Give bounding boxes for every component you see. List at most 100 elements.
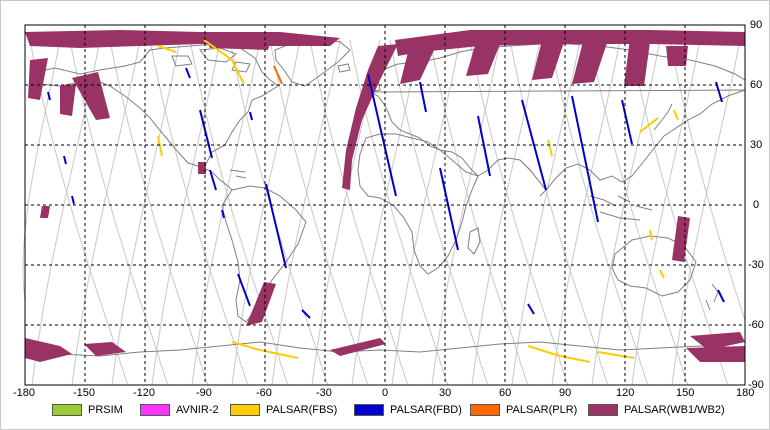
fbd-track <box>439 167 459 251</box>
fbs-track <box>673 109 679 121</box>
wb-swath <box>40 206 50 218</box>
lat-tick: 0 <box>753 199 760 211</box>
eurasia-coast <box>365 43 746 87</box>
legend-item-palsar-wb: PALSAR(WB1/WB2) <box>588 404 725 416</box>
legend-label: PALSAR(PLR) <box>506 404 578 416</box>
lon-tick: -60 <box>256 387 272 399</box>
australia-coast <box>611 235 697 297</box>
fbs-track <box>203 39 245 85</box>
lat-tick: 90 <box>750 19 763 31</box>
legend-item-palsar-fbs: PALSAR(FBS) <box>230 404 337 416</box>
wb-swath <box>666 46 688 66</box>
wb-swath <box>246 282 276 326</box>
lon-tick: -120 <box>133 387 156 399</box>
lon-tick: 0 <box>382 387 389 399</box>
wb-swath <box>690 332 745 350</box>
legend: PRSIM AVNIR-2 PALSAR(FBS) PALSAR(FBD) PA… <box>0 400 770 422</box>
orbit-tracks <box>22 39 746 386</box>
wb-swath <box>395 30 745 56</box>
wb-swath <box>28 58 48 100</box>
fbs-track <box>639 117 659 133</box>
fbd-track <box>221 209 225 219</box>
wb-swath <box>686 346 745 362</box>
wb-swath <box>72 72 110 120</box>
fbd-track <box>367 73 397 197</box>
lon-tick: -30 <box>316 387 332 399</box>
fbs-track <box>157 45 177 53</box>
africa-coast <box>357 133 479 275</box>
wb-swath <box>672 216 690 262</box>
lon-tick: 90 <box>559 387 572 399</box>
fbd-track <box>521 99 547 191</box>
lat-tick: -60 <box>748 319 764 331</box>
lat-tick: -30 <box>748 259 764 271</box>
legend-item-prsim: PRSIM <box>52 404 123 416</box>
graticule <box>25 25 745 385</box>
fbd-track <box>717 289 725 303</box>
fbd-track <box>249 111 253 121</box>
legend-item-palsar-plr: PALSAR(PLR) <box>470 404 577 416</box>
lon-tick: -180 <box>13 387 36 399</box>
wb-swath <box>205 36 272 50</box>
fbs-track <box>649 229 653 241</box>
wb-swath <box>198 162 206 174</box>
wb-swath <box>342 44 398 190</box>
lon-tick: 30 <box>439 387 452 399</box>
fbd-track <box>265 183 287 269</box>
lon-tick: 180 <box>736 387 755 399</box>
fbd-track <box>419 81 427 113</box>
fbs-track <box>659 269 665 279</box>
legend-swatch <box>470 404 500 416</box>
lon-tick: 120 <box>616 387 635 399</box>
legend-label: PRSIM <box>88 404 123 416</box>
lon-tick: 150 <box>676 387 695 399</box>
fbs-track <box>157 135 163 157</box>
fbs-track <box>527 345 591 363</box>
fbd-track <box>63 155 67 165</box>
fbd-track <box>199 109 213 159</box>
legend-swatch <box>52 404 82 416</box>
legend-swatch <box>140 404 170 416</box>
legend-item-palsar-fbd: PALSAR(FBD) <box>354 404 462 416</box>
lon-tick: -90 <box>196 387 212 399</box>
plot-border <box>24 24 746 386</box>
legend-swatch <box>230 404 260 416</box>
fbd-track <box>71 195 75 205</box>
wb-swath <box>572 38 608 84</box>
fbd-track <box>621 99 633 145</box>
palsar-plr-tracks <box>273 65 283 85</box>
fbd-track <box>209 169 217 191</box>
fbd-track <box>237 273 251 307</box>
legend-label: AVNIR-2 <box>176 404 219 416</box>
wb-swath <box>400 44 436 84</box>
legend-label: PALSAR(FBD) <box>390 404 462 416</box>
fbd-track <box>47 91 51 101</box>
fbs-track <box>231 341 299 359</box>
fbd-track <box>301 309 311 319</box>
north-america-coast <box>29 43 279 169</box>
lat-tick: -90 <box>748 379 764 391</box>
wb-swath <box>60 84 76 116</box>
lon-tick: -150 <box>73 387 96 399</box>
plr-track <box>273 65 283 85</box>
lon-tick: 60 <box>499 387 512 399</box>
palsar-wb-swaths <box>25 30 745 362</box>
fbs-track <box>547 139 553 157</box>
wb-swath <box>466 42 500 76</box>
lat-tick: 60 <box>750 79 763 91</box>
legend-swatch <box>588 404 618 416</box>
wb-swath <box>532 40 564 80</box>
antarctica-coast <box>24 341 746 359</box>
legend-item-avnir2: AVNIR-2 <box>140 404 219 416</box>
fbd-track <box>477 115 491 177</box>
legend-label: PALSAR(FBS) <box>266 404 338 416</box>
wb-swath <box>84 342 126 356</box>
lat-tick: 30 <box>750 139 763 151</box>
fbd-track <box>571 95 599 223</box>
wb-swath <box>624 38 650 86</box>
legend-label: PALSAR(WB1/WB2) <box>624 404 725 416</box>
legend-swatch <box>354 404 384 416</box>
wb-swath <box>330 338 386 356</box>
wb-swath <box>25 338 72 362</box>
fbd-track <box>185 67 191 79</box>
